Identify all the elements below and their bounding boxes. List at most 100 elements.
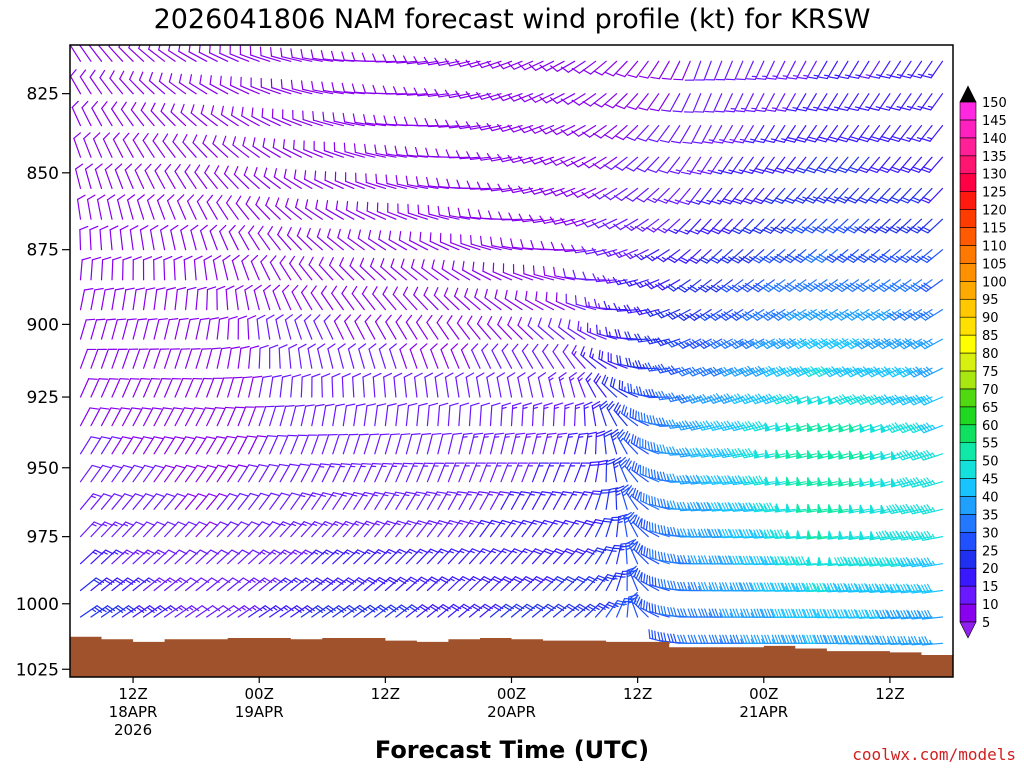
- wind-barb: [184, 164, 197, 189]
- colorbar-segment: [959, 549, 977, 569]
- wind-barb: [877, 218, 902, 234]
- wind-barb: [869, 93, 891, 111]
- wind-barb: [615, 513, 628, 538]
- wind-barb: [273, 168, 292, 189]
- wind-barb: [667, 218, 691, 234]
- wind-barb: [623, 512, 633, 538]
- wind-barb: [158, 72, 176, 95]
- wind-barb: [450, 233, 471, 251]
- wind-barb: [500, 519, 522, 538]
- wind-barb: [594, 601, 618, 618]
- wind-barb: [640, 518, 660, 538]
- wind-barb: [489, 548, 513, 565]
- wind-barb: [487, 316, 502, 340]
- wind-barb: [342, 112, 365, 127]
- wind-barb: [132, 521, 156, 538]
- wind-barb: [922, 60, 944, 79]
- wind-barb: [496, 372, 506, 398]
- wind-barb: [465, 121, 492, 130]
- wind-barb: [331, 82, 355, 95]
- wind-barb: [333, 142, 355, 158]
- wind-barb: [531, 462, 549, 483]
- wind-barb: [303, 314, 313, 340]
- wind-barb: [153, 605, 179, 618]
- wind-barb: [573, 548, 597, 565]
- wind-barb: [586, 322, 607, 340]
- wind-barb: [917, 450, 944, 461]
- wind-barb: [917, 394, 944, 406]
- wind-barb: [121, 521, 145, 538]
- wind-barb: [100, 464, 122, 483]
- wind-barb: [290, 492, 312, 510]
- wind-barb: [762, 218, 786, 234]
- wind-barb: [806, 422, 828, 433]
- wind-barb: [389, 343, 397, 369]
- wind-barb: [535, 291, 555, 311]
- wind-barb: [373, 114, 397, 127]
- wind-barb: [426, 402, 439, 427]
- wind-barb: [79, 407, 99, 427]
- wind-barb: [374, 314, 386, 340]
- wind-barb: [497, 183, 523, 193]
- wind-barb: [813, 309, 839, 321]
- wind-barb: [380, 258, 397, 281]
- wind-barb: [395, 433, 411, 455]
- wind-barb: [919, 218, 944, 234]
- wind-barb: [510, 519, 533, 538]
- wind-barb: [397, 203, 418, 220]
- wind-barb: [190, 224, 199, 251]
- wind-barb: [921, 93, 944, 111]
- wind-barb: [311, 605, 336, 618]
- wind-barb: [129, 71, 145, 95]
- colorbar-label: 125: [982, 186, 1007, 201]
- wind-barb: [539, 187, 565, 196]
- wind-barb: [76, 194, 86, 220]
- wind-barb: [749, 475, 775, 486]
- wind-barb: [709, 249, 733, 264]
- wind-barb: [220, 105, 239, 127]
- wind-barb: [335, 200, 355, 220]
- wind-barb: [618, 379, 639, 398]
- wind-barb: [111, 407, 131, 427]
- wind-barb: [225, 195, 239, 220]
- wind-barb: [560, 156, 586, 167]
- wind-barb: [654, 337, 681, 347]
- colorbar-segment: [959, 101, 977, 121]
- wind-barb: [739, 338, 765, 350]
- wind-barb: [416, 491, 436, 510]
- wind-barb: [658, 156, 681, 174]
- wind-barb: [774, 476, 796, 486]
- wind-barb: [560, 187, 586, 198]
- wind-barb: [300, 373, 311, 398]
- wind-barb: [859, 450, 881, 461]
- wind-barb: [688, 249, 712, 264]
- wind-barb: [111, 348, 128, 369]
- wind-barb: [838, 93, 860, 112]
- wind-barb: [387, 202, 407, 220]
- wind-barb: [121, 348, 139, 369]
- wind-barb: [528, 124, 555, 134]
- x-tick-label: 21APR: [739, 703, 788, 721]
- wind-barb: [815, 187, 839, 204]
- wind-barb: [605, 599, 627, 618]
- wind-barb: [521, 548, 544, 565]
- wind-barb: [704, 93, 723, 113]
- wind-barb: [153, 348, 170, 369]
- wind-barb: [342, 491, 364, 510]
- wind-barb: [216, 285, 226, 311]
- wind-barb: [837, 530, 860, 540]
- colorbar-label: 75: [982, 365, 999, 380]
- wind-barb: [460, 234, 481, 251]
- wind-barb: [899, 156, 923, 173]
- wind-barb: [584, 461, 600, 483]
- wind-barb: [174, 407, 194, 427]
- wind-barb: [741, 218, 765, 235]
- wind-barb: [504, 289, 523, 311]
- wind-barb: [633, 306, 660, 316]
- wind-barb: [447, 462, 465, 483]
- wind-barb: [817, 477, 839, 487]
- wind-barb: [542, 548, 565, 565]
- wind-barb: [300, 434, 318, 455]
- wind-barb: [910, 156, 933, 173]
- wind-barb: [415, 314, 428, 340]
